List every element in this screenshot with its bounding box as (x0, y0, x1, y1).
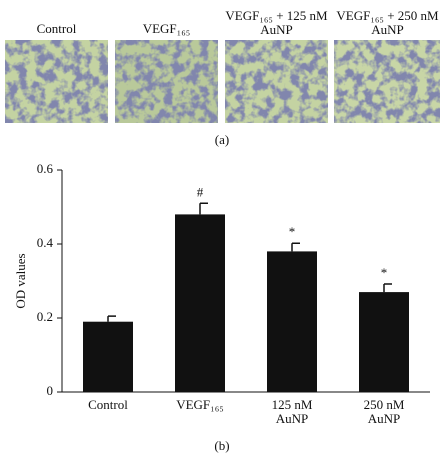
significance-mark: * (289, 224, 296, 239)
significance-mark: # (197, 184, 204, 199)
y-tick-label: 0.2 (37, 309, 53, 324)
y-tick-label: 0.6 (37, 161, 54, 176)
micrograph-texture (5, 40, 108, 123)
micrograph-texture (334, 40, 440, 123)
x-tick-label: 125 nM AuNP (271, 397, 313, 426)
micrograph-label: VEGF₁₆₅ (142, 21, 191, 36)
panel-caption: (b) (214, 438, 229, 453)
bar (175, 214, 225, 392)
panel-caption: (a) (215, 132, 229, 147)
x-tick-label: VEGF₁₆₅ (176, 397, 224, 412)
error-bar (291, 242, 300, 252)
x-tick-label: Control (88, 397, 128, 412)
micrograph-label: Control (36, 21, 77, 36)
y-tick-label: 0.4 (37, 235, 54, 250)
error-bar (107, 315, 116, 322)
bar (267, 251, 317, 392)
significance-mark: * (381, 265, 388, 280)
error-bar (383, 283, 392, 293)
micrograph-texture (115, 40, 218, 123)
bar (83, 321, 133, 392)
micrographs (5, 40, 440, 123)
error-bar (199, 202, 208, 215)
bar (359, 292, 409, 392)
micrograph-label: VEGF₁₆₅ + 125 nM AuNP (225, 8, 328, 37)
x-tick-label: 250 nM AuNP (363, 397, 405, 426)
y-tick-label: 0 (47, 383, 54, 398)
y-axis-label: OD values (13, 253, 28, 308)
micrograph-texture (225, 40, 328, 123)
micrograph-label: VEGF₁₆₅ + 250 nM AuNP (336, 8, 439, 37)
